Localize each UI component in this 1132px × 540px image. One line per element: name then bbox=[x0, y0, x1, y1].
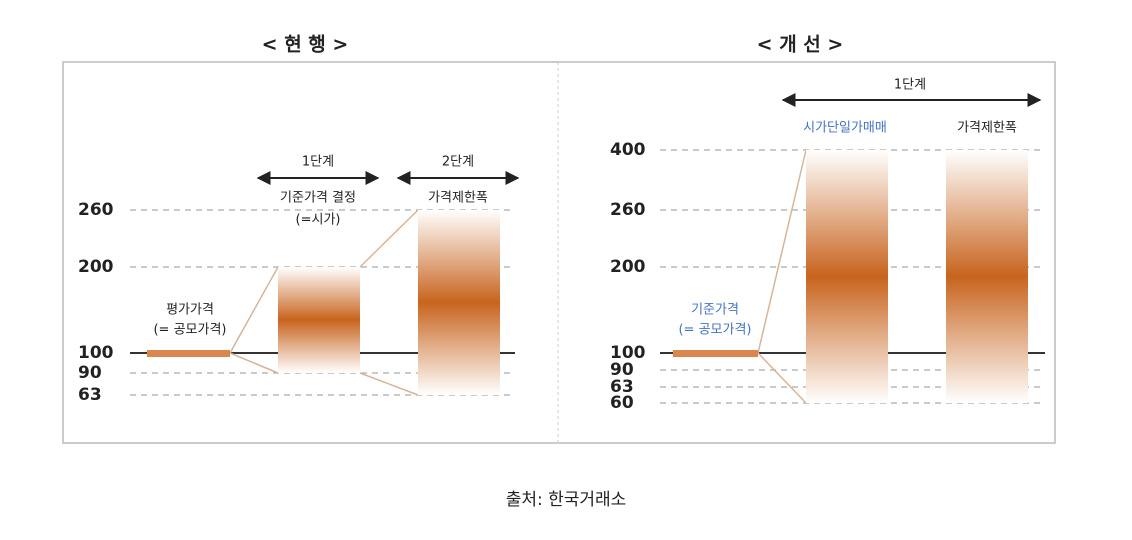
panel-title: < 개 선 > bbox=[757, 34, 844, 56]
frame bbox=[62, 61, 1056, 444]
level-label: 400 bbox=[610, 140, 646, 160]
base-label: (= 공모가격) bbox=[153, 323, 226, 338]
price-band bbox=[946, 150, 1028, 403]
level-label: 100 bbox=[78, 343, 114, 363]
level-label: 100 bbox=[610, 343, 646, 363]
link bbox=[757, 149, 807, 354]
link bbox=[757, 352, 807, 404]
level-label: 200 bbox=[78, 257, 114, 277]
panel-title: < 현 행 > bbox=[262, 34, 349, 56]
base-bar bbox=[673, 350, 758, 357]
stage-caption: (=시가) bbox=[296, 213, 341, 228]
level-label: 260 bbox=[610, 200, 646, 220]
price-band bbox=[806, 150, 888, 403]
link bbox=[229, 352, 279, 374]
stage-label: 1단계 bbox=[302, 155, 334, 170]
base-label: (= 공모가격) bbox=[678, 323, 751, 338]
level-label: 63 bbox=[610, 377, 634, 397]
stage-caption: 가격제한폭 bbox=[428, 191, 488, 206]
base-bar bbox=[147, 350, 230, 357]
level-label: 60 bbox=[610, 393, 634, 413]
level-label: 260 bbox=[78, 200, 114, 220]
level-label: 90 bbox=[78, 363, 102, 383]
level-label: 90 bbox=[610, 360, 634, 380]
stage-caption: 기준가격 결정 bbox=[280, 191, 356, 206]
base-label: 기준가격 bbox=[691, 303, 739, 318]
price-band bbox=[418, 210, 500, 395]
link bbox=[229, 266, 279, 354]
stage-caption: 가격제한폭 bbox=[957, 121, 1017, 136]
stage-caption: 시가단일가매매 bbox=[803, 121, 887, 136]
source: 출처: 한국거래소 bbox=[506, 490, 627, 510]
link bbox=[359, 209, 419, 268]
level-label: 63 bbox=[78, 385, 102, 405]
stage-label: 1단계 bbox=[894, 78, 926, 93]
link bbox=[359, 372, 419, 396]
price-band bbox=[278, 267, 360, 373]
base-label: 평가가격 bbox=[166, 303, 214, 318]
level-label: 200 bbox=[610, 257, 646, 277]
stage-label: 2단계 bbox=[442, 155, 474, 170]
